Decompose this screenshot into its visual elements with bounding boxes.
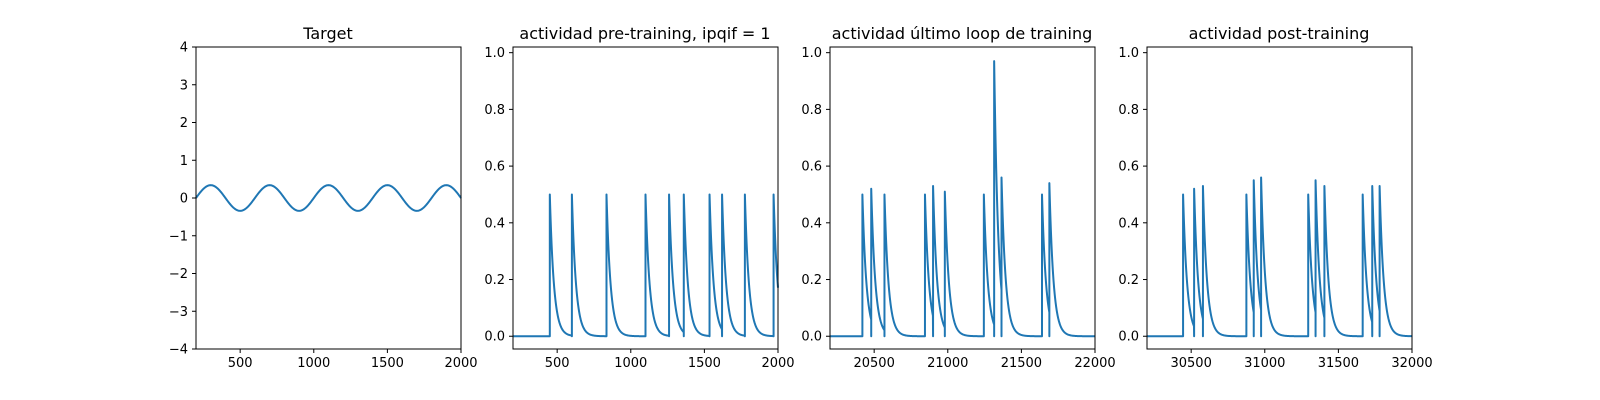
y-tick-label: −4	[169, 343, 188, 358]
y-tick-label: 0.0	[1118, 330, 1139, 345]
y-tick-label: 1.0	[484, 46, 505, 61]
y-tick-label: 0.0	[801, 330, 822, 345]
subplot-target: Target 500 1000 1500 2000 −4 −3 −2 −1 0 1 2 3 4	[169, 24, 478, 371]
y-tick-label: 4	[180, 41, 188, 56]
y-tick-label: 0	[180, 192, 188, 207]
y-tick-label: 0.2	[1118, 273, 1139, 288]
subplot-post-training: actividad post-training 30500 31000 31500 3…	[1118, 24, 1432, 371]
subplot-last-training-loop: actividad último loop de training 20500 2…	[801, 24, 1115, 371]
subplot-title: actividad pre-training, ipqif = 1	[519, 24, 770, 43]
axes-frame	[1146, 46, 1413, 350]
y-tick-label: 0.4	[484, 216, 505, 231]
x-tick-label: 500	[545, 356, 570, 371]
y-tick-label: 0.8	[801, 103, 822, 118]
y-tick-label: −3	[169, 305, 188, 320]
x-tick-label: 31500	[1318, 356, 1359, 371]
y-tick-label: 0.6	[801, 160, 822, 175]
x-tick-label: 31000	[1244, 356, 1285, 371]
x-tick-label: 20500	[853, 356, 894, 371]
y-tick-label: 0.2	[801, 273, 822, 288]
x-tick-label: 1000	[297, 356, 330, 371]
x-tick-label: 1000	[614, 356, 647, 371]
y-tick-label: 3	[180, 78, 188, 93]
series-line	[195, 184, 462, 212]
x-tick-label: 2000	[761, 356, 794, 371]
y-tick-label: 0.8	[1118, 103, 1139, 118]
y-tick-label: 0.8	[484, 103, 505, 118]
y-tick-label: 2	[180, 116, 188, 131]
y-tick-label: 1.0	[1118, 46, 1139, 61]
x-tick-label: 1500	[688, 356, 721, 371]
subplot-title: Target	[302, 24, 353, 43]
x-tick-label: 30500	[1170, 356, 1211, 371]
y-tick-label: −2	[169, 267, 188, 282]
y-tick-label: −1	[169, 229, 188, 244]
y-tick-label: 0.0	[484, 330, 505, 345]
x-tick-label: 32000	[1391, 356, 1432, 371]
series-line	[830, 60, 1096, 338]
x-tick-label: 500	[228, 356, 253, 371]
axes-frame	[512, 46, 779, 350]
subplot-title: actividad post-training	[1189, 24, 1370, 43]
x-tick-label: 1500	[371, 356, 404, 371]
x-tick-label: 21500	[1001, 356, 1042, 371]
series-line	[513, 193, 779, 338]
axes-frame	[829, 46, 1096, 350]
y-tick-label: 0.2	[484, 273, 505, 288]
series-line	[1147, 176, 1413, 338]
x-tick-label: 22000	[1074, 356, 1115, 371]
x-tick-label: 2000	[444, 356, 477, 371]
y-tick-label: 0.6	[484, 160, 505, 175]
subplot-pre-training: actividad pre-training, ipqif = 1 500 100…	[484, 24, 794, 371]
y-tick-label: 0.4	[801, 216, 822, 231]
x-tick-label: 21000	[927, 356, 968, 371]
y-tick-label: 1.0	[801, 46, 822, 61]
subplot-title: actividad último loop de training	[832, 24, 1093, 43]
y-tick-label: 0.4	[1118, 216, 1139, 231]
y-tick-label: 1	[180, 154, 188, 169]
y-tick-label: 0.6	[1118, 160, 1139, 175]
